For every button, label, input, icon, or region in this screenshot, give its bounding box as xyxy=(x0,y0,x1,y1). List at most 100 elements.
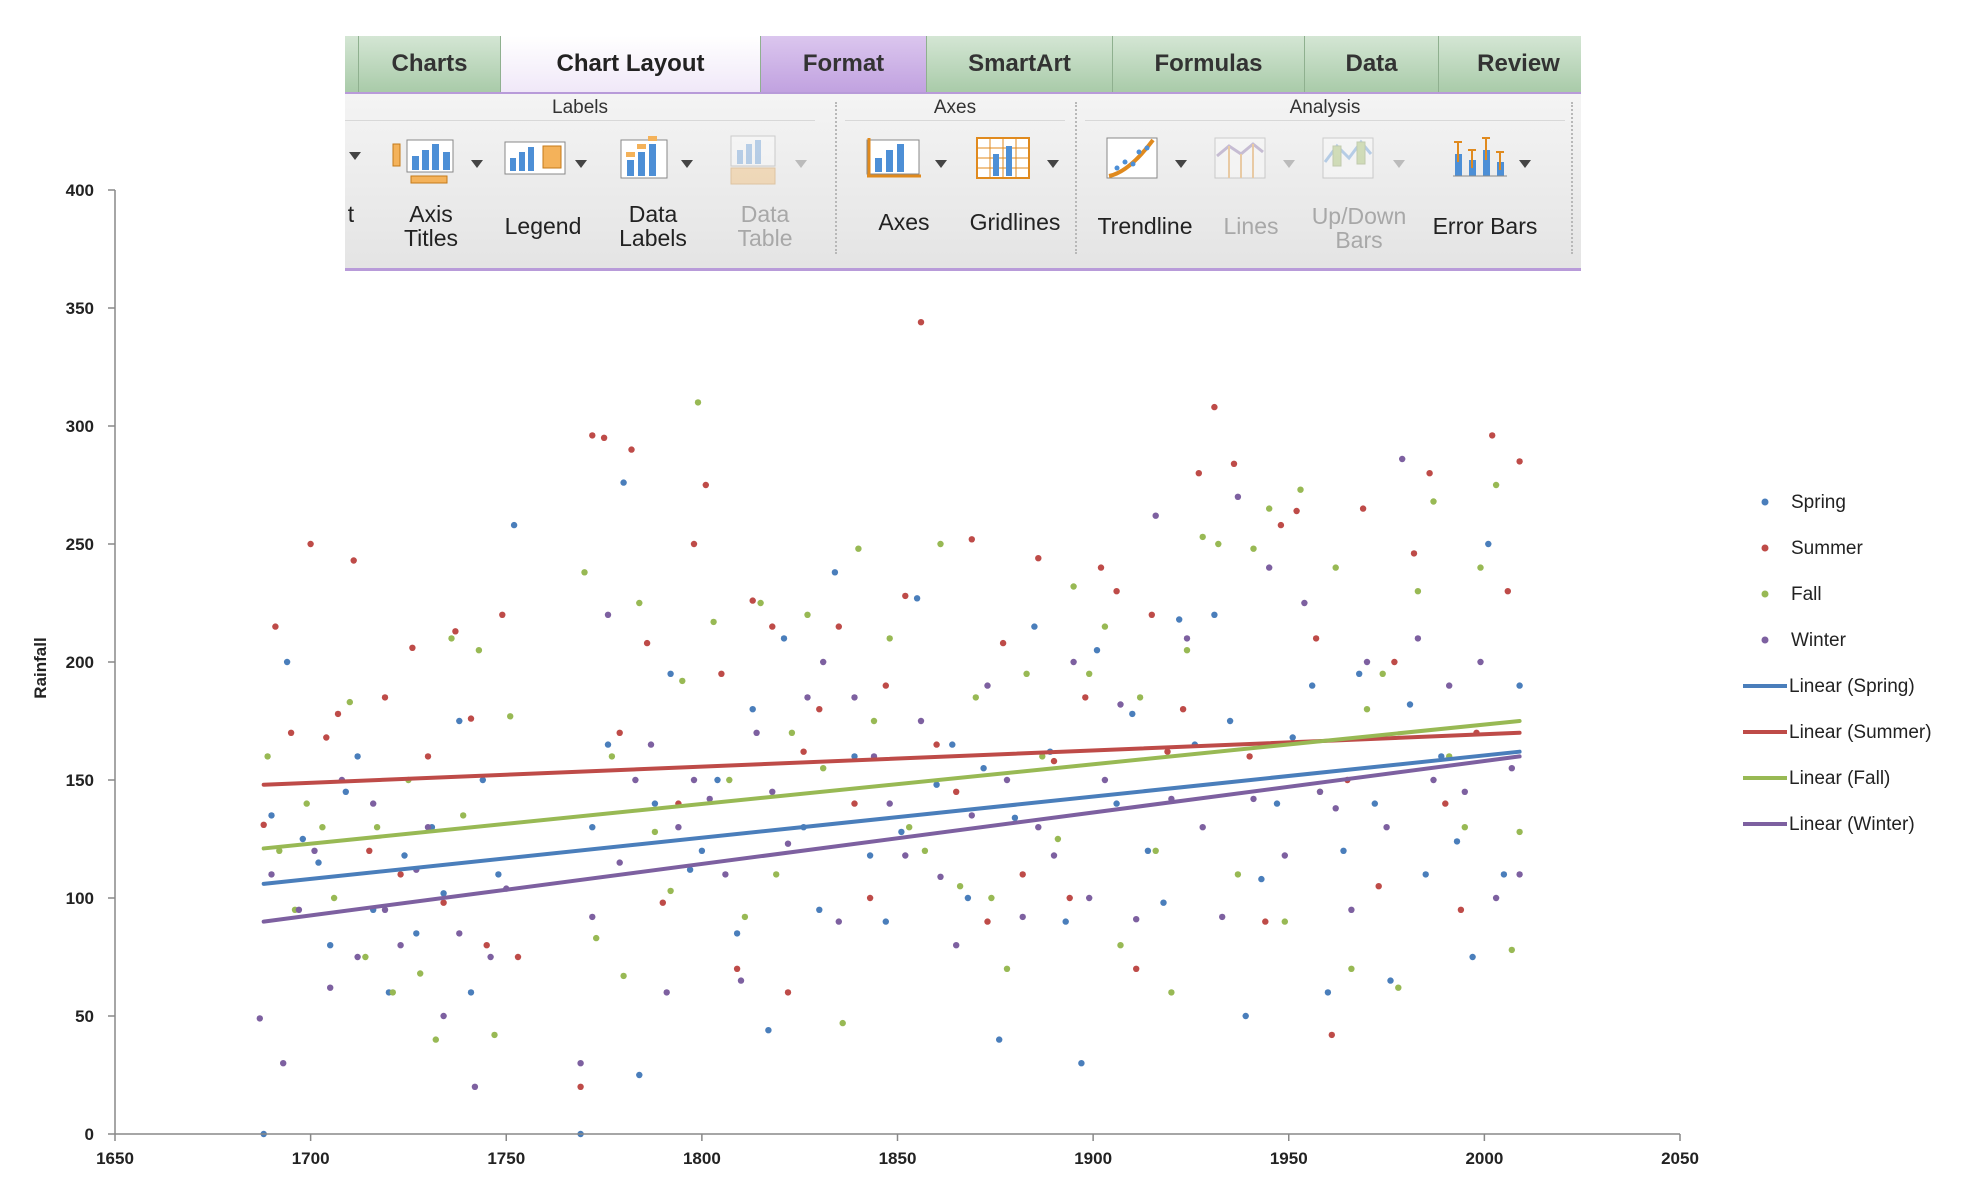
data-point xyxy=(1070,583,1077,590)
tab-chart-layout[interactable]: Chart Layout xyxy=(501,36,761,92)
data-point xyxy=(765,1027,772,1034)
data-point xyxy=(647,741,655,748)
data-point xyxy=(1086,894,1093,902)
legend: Spring Summer Fall Winter Linear (Spring) Lin… xyxy=(1743,492,1932,835)
legend-label: Spring xyxy=(1791,492,1846,513)
data-point xyxy=(866,852,874,859)
data-point xyxy=(1375,883,1382,890)
trendline-button[interactable]: Trendline xyxy=(1089,124,1201,254)
x-tick-label: 1750 xyxy=(487,1149,525,1168)
data-point xyxy=(370,800,377,807)
data-point xyxy=(835,623,842,630)
data-point xyxy=(467,715,475,722)
data-point xyxy=(299,835,306,843)
data-point xyxy=(851,694,858,701)
data-point xyxy=(1477,564,1484,571)
data-point xyxy=(804,694,811,701)
error-bars-button[interactable]: Error Bars xyxy=(1415,124,1555,254)
data-point xyxy=(381,906,389,913)
tab-review[interactable]: Review xyxy=(1439,36,1581,92)
data-point xyxy=(1379,670,1386,677)
data-point xyxy=(1031,623,1038,630)
data-point xyxy=(855,545,862,552)
data-point xyxy=(839,1019,846,1027)
data-point xyxy=(440,899,447,906)
x-tick-label: 1950 xyxy=(1270,1149,1308,1168)
y-tick-label: 400 xyxy=(66,181,94,200)
tab-format[interactable]: Format xyxy=(761,36,927,92)
tab-smartart[interactable]: SmartArt xyxy=(927,36,1113,92)
tab-formulas[interactable]: Formulas xyxy=(1113,36,1305,92)
data-point xyxy=(1461,788,1469,795)
data-point xyxy=(1250,545,1257,552)
series-summer xyxy=(260,319,1523,1091)
data-point xyxy=(757,599,764,607)
data-point xyxy=(319,824,326,831)
legend-button[interactable]: Legend xyxy=(493,124,593,254)
legend-label: Linear (Fall) xyxy=(1789,768,1890,789)
data-point xyxy=(1211,611,1218,618)
data-point xyxy=(354,953,361,961)
data-point xyxy=(283,658,291,666)
gridlines-button[interactable]: Gridlines xyxy=(959,124,1071,254)
data-point xyxy=(1316,788,1324,795)
data-point xyxy=(1348,906,1355,913)
data-labels-button[interactable]: Data Labels xyxy=(603,124,703,254)
data-point xyxy=(1050,852,1058,859)
data-point xyxy=(1082,694,1089,701)
data-point xyxy=(784,840,792,847)
data-point xyxy=(1133,916,1140,923)
data-point xyxy=(1277,521,1285,529)
y-tick-label: 100 xyxy=(66,889,94,908)
ribbon-toolbar: Charts Chart Layout Format SmartArt Form… xyxy=(345,36,1581,271)
data-point xyxy=(479,776,486,784)
data-point xyxy=(342,788,349,795)
data-point xyxy=(287,729,295,736)
data-point xyxy=(1332,805,1339,812)
updown-bars-button[interactable]: Up/Down Bars xyxy=(1303,124,1415,254)
data-point xyxy=(663,989,670,996)
updown-bars-label: Up/Down Bars xyxy=(1311,203,1407,253)
data-point xyxy=(882,918,889,925)
data-point xyxy=(491,1031,498,1039)
lines-button[interactable]: Lines xyxy=(1201,124,1301,254)
data-point xyxy=(933,781,940,788)
data-point xyxy=(886,635,893,642)
data-point xyxy=(495,871,502,878)
data-point xyxy=(1309,682,1316,689)
tab-data[interactable]: Data xyxy=(1305,36,1439,92)
data-point xyxy=(417,970,424,977)
data-point xyxy=(366,847,373,854)
y-tick-label: 300 xyxy=(66,417,94,436)
data-point xyxy=(604,741,612,748)
data-point xyxy=(1078,1060,1085,1067)
data-point xyxy=(280,1060,287,1067)
trendline-linear-spring xyxy=(261,749,1522,886)
data-point xyxy=(1176,616,1183,623)
data-point xyxy=(577,1083,584,1091)
data-point xyxy=(698,847,706,854)
plot-area xyxy=(256,319,1523,1138)
ribbon-tab-bar: Charts Chart Layout Format SmartArt Form… xyxy=(345,36,1581,94)
data-point xyxy=(276,847,283,854)
trendline-linear-fall xyxy=(261,719,1522,851)
data-point xyxy=(1516,828,1523,836)
data-point xyxy=(667,670,674,677)
data-point xyxy=(1426,470,1433,477)
data-point xyxy=(1297,486,1304,493)
data-point xyxy=(620,479,627,486)
data-point xyxy=(953,942,960,949)
data-point xyxy=(1356,670,1363,677)
legend-label: Linear (Winter) xyxy=(1789,814,1915,835)
data-point xyxy=(831,569,839,576)
data-table-button[interactable]: Data Table xyxy=(715,124,815,254)
data-point xyxy=(327,942,334,949)
axis-titles-button[interactable]: Axis Titles xyxy=(381,124,483,254)
axes-button[interactable]: Axes xyxy=(849,124,959,254)
data-point xyxy=(1262,918,1269,925)
tab-charts[interactable]: Charts xyxy=(359,36,501,92)
chart-title-button-partial[interactable]: t xyxy=(345,124,361,254)
legend-icon xyxy=(493,132,593,192)
data-point xyxy=(780,635,788,642)
data-point xyxy=(694,399,702,406)
